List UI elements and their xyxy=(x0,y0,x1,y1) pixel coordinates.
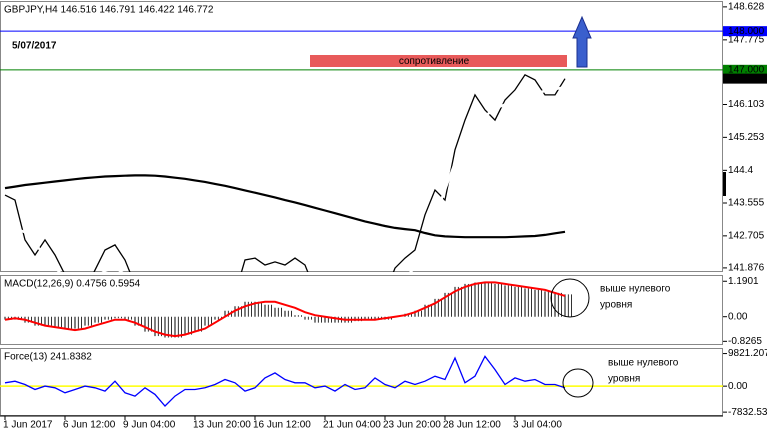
panel xyxy=(0,275,723,345)
plot xyxy=(0,355,723,407)
last-price-label: 146.772 xyxy=(728,73,765,84)
x-tick-label: 3 Jul 04:00 xyxy=(513,420,562,431)
y-tick-label: 0.00 xyxy=(728,311,748,322)
y-tick-label: 148.628 xyxy=(728,2,765,13)
series-line xyxy=(4,281,566,338)
annotation: выше нулевого xyxy=(600,284,671,295)
plot xyxy=(4,73,566,272)
x-tick-label: 21 Jun 04:00 xyxy=(323,420,381,431)
level-label-box xyxy=(723,26,767,37)
panel-title: GBPJPY,H4 146.516 146.791 146.422 146.77… xyxy=(4,5,214,16)
annotation: уровня xyxy=(608,374,640,385)
x-tick-label: 28 Jun 12:00 xyxy=(443,420,501,431)
y-tick-label: 145.253 xyxy=(728,132,765,143)
highlight-circle xyxy=(550,278,590,318)
y-tick-label: -0.8265 xyxy=(728,336,762,347)
y-tick-label: 1.1901 xyxy=(728,276,759,287)
y-tick-label: 142.705 xyxy=(728,230,765,241)
scroll-marker xyxy=(723,172,726,196)
x-tick-label: 1 Jun 2017 xyxy=(3,420,53,431)
annotation: выше нулевого xyxy=(608,358,679,369)
y-tick-label: 143.555 xyxy=(728,198,765,209)
annotation: уровня xyxy=(600,300,632,311)
level-label: 147.000 xyxy=(728,64,765,75)
level-label: 148.000 xyxy=(728,26,765,37)
series-line xyxy=(4,85,566,272)
y-tick-label: 141.876 xyxy=(728,263,765,274)
resistance-label: сопротивление xyxy=(399,56,470,67)
x-tick-label: 13 Jun 20:00 xyxy=(193,420,251,431)
panel xyxy=(0,1,723,272)
date-annotation: 5/07/2017 xyxy=(12,41,57,52)
panel xyxy=(0,348,723,416)
highlight-circle xyxy=(562,368,594,398)
plot xyxy=(4,281,572,338)
panel-title: MACD(12,26,9) 0.4756 0.5954 xyxy=(4,279,141,290)
x-tick-label: 23 Jun 20:00 xyxy=(383,420,441,431)
series-line xyxy=(4,174,566,239)
series-line xyxy=(4,355,566,407)
y-tick-label: -7832.532 xyxy=(728,407,767,418)
y-tick-label: 9821.207 xyxy=(728,348,767,359)
series-line xyxy=(4,73,566,272)
y-tick-label: 0.00 xyxy=(728,381,748,392)
up-arrow xyxy=(572,15,592,68)
x-tick-label: 16 Jun 12:00 xyxy=(253,420,311,431)
resistance-box xyxy=(310,55,567,67)
x-tick-label: 6 Jun 12:00 xyxy=(63,420,116,431)
x-tick-label: 9 Jun 04:00 xyxy=(123,420,176,431)
level-label-box xyxy=(723,64,767,75)
panel-title: Force(13) 241.8382 xyxy=(4,352,92,363)
last-price-box xyxy=(723,73,767,84)
y-tick-label: 147.775 xyxy=(728,34,765,45)
y-tick-label: 146.103 xyxy=(728,99,765,110)
y-tick-label: 144.4 xyxy=(728,165,753,176)
